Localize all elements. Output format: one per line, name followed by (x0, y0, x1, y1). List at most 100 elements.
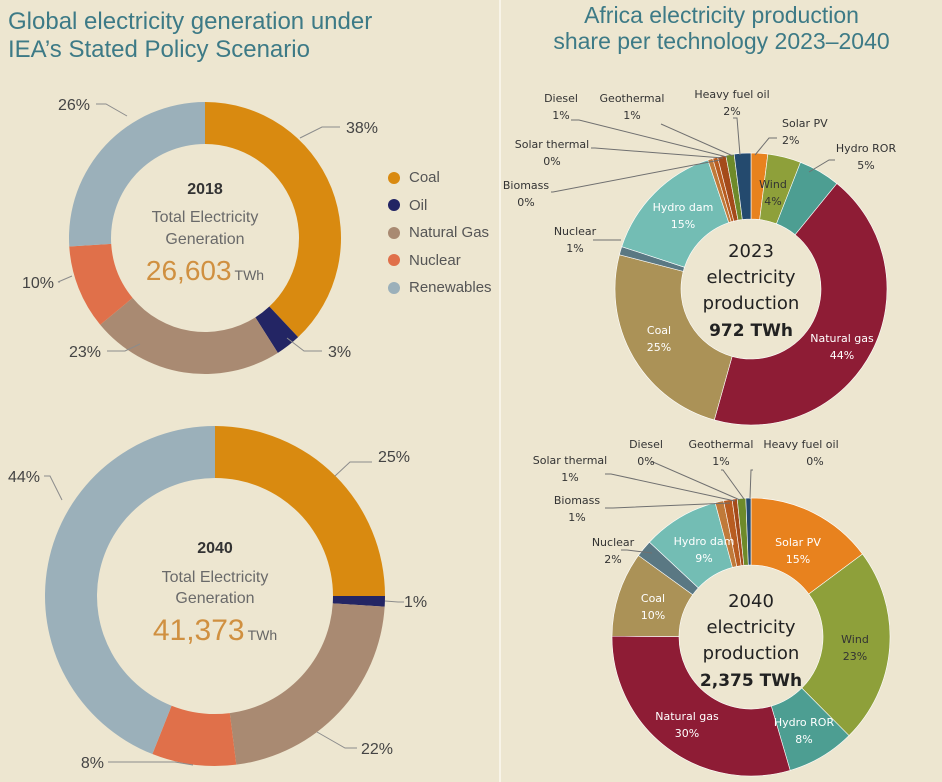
outside-name-hydro-ror: Hydro ROR (836, 142, 897, 155)
outside-value-biomass: 1% (568, 511, 585, 524)
center-line1: 2040 (728, 591, 774, 612)
leader-nuclear (57, 275, 73, 283)
value-label-nuclear: 10% (22, 275, 54, 292)
legend-item-natural-gas: Natural Gas (388, 219, 492, 247)
center-total: 2,375 TWh (700, 671, 802, 691)
slice-heavy-fuel-oil (745, 497, 752, 566)
africa-2040-donut: Solar PV 15% Wind 23% Hydro ROR 8% Natural gas… (533, 438, 891, 777)
value-label-oil: 3% (328, 344, 351, 361)
inside-value-hydro-ror: 8% (795, 733, 812, 746)
inside-name-hydro-dam: Hydro dam (653, 201, 714, 214)
legend-dot-nuclear (388, 254, 400, 267)
inside-value-coal: 10% (641, 609, 665, 622)
value-label-oil: 1% (404, 594, 427, 611)
slice-natural-gas (713, 183, 888, 426)
slice-natural-gas (100, 297, 278, 374)
slice-coal (215, 426, 385, 596)
inside-value-coal: 25% (647, 341, 671, 354)
outside-value-biomass: 0% (517, 196, 534, 209)
inside-name-wind: Wind (759, 178, 787, 191)
outside-value-solar-pv: 2% (782, 134, 799, 147)
leader-nuclear (621, 549, 653, 554)
leader-heavy-fuel-oil (749, 469, 753, 499)
outside-name-heavy-fuel-oil: Heavy fuel oil (763, 438, 838, 451)
inside-value-natural-gas: 30% (675, 727, 699, 740)
value-label-natural-gas: 22% (361, 741, 393, 758)
africa-title-line2: share per technology 2023–2040 (553, 28, 890, 55)
legend-label-oil: Oil (409, 196, 428, 214)
center-total-unit: TWh (248, 627, 278, 643)
global-legend: Coal Oil Natural Gas Nuclear Renewables (388, 164, 492, 302)
leader-oil (286, 337, 322, 352)
africa-title-line1: Africa electricity production (584, 2, 859, 28)
leader-geothermal (721, 469, 745, 500)
center-label-line2: Generation (175, 590, 254, 607)
outside-value-geothermal: 1% (712, 455, 729, 468)
legend-label-coal: Coal (409, 169, 440, 187)
center-total: 972 TWh (709, 321, 793, 341)
leader-geothermal (660, 123, 734, 157)
leader-solar-pv (754, 137, 777, 156)
slice-nuclear (69, 243, 133, 325)
value-label-natural-gas: 23% (69, 344, 101, 361)
outside-value-hydro-ror: 5% (857, 159, 874, 172)
center-total-unit: TWh (235, 267, 265, 283)
inside-value-hydro-dam: 9% (695, 552, 712, 565)
global-title: Global electricity generation under IEA’… (8, 8, 488, 63)
center-label-line2: Generation (165, 231, 244, 248)
inside-name-hydro-dam: Hydro dam (674, 535, 735, 548)
slice-natural-gas (611, 635, 791, 777)
leader-heavy-fuel-oil (733, 117, 741, 156)
legend-dot-coal (388, 171, 400, 184)
value-label-renewables: 26% (58, 97, 90, 114)
center-label-line1: Total Electricity (152, 209, 259, 226)
global-title-line2: IEA’s Stated Policy Scenario (8, 35, 310, 63)
outside-value-solar-thermal: 1% (561, 471, 578, 484)
outside-value-heavy-fuel-oil: 0% (806, 455, 823, 468)
inside-value-wind: 4% (764, 195, 781, 208)
panel-divider (499, 0, 501, 782)
outside-value-nuclear: 2% (604, 553, 621, 566)
outside-name-nuclear: Nuclear (592, 536, 635, 549)
slice-renewables (68, 102, 205, 247)
slice-coal (614, 254, 733, 421)
inside-value-solar-pv: 15% (786, 553, 810, 566)
leader-solar-thermal (605, 473, 736, 502)
outside-name-nuclear: Nuclear (554, 225, 597, 238)
inside-name-coal: Coal (641, 592, 665, 605)
slice-oil (255, 306, 299, 353)
leader-natural-gas (107, 343, 141, 352)
outside-name-geothermal: Geothermal (600, 92, 665, 105)
center-line2: electricity (706, 267, 795, 288)
outside-value-geothermal: 1% (623, 109, 640, 122)
outside-name-solar-thermal: Solar thermal (533, 454, 607, 467)
outside-name-solar-pv: Solar PV (782, 117, 828, 130)
africa-panel: Africa electricity production share per … (501, 0, 942, 782)
leader-coal (334, 461, 372, 477)
leader-biomass (551, 159, 721, 193)
leader-biomass (605, 502, 731, 509)
leader-diesel (571, 119, 728, 158)
leader-coal (299, 126, 340, 139)
legend-dot-natural-gas (388, 226, 400, 239)
center-line3: production (703, 643, 800, 664)
legend-item-coal: Coal (388, 164, 492, 192)
slice-wind (801, 553, 891, 737)
legend-label-nuclear: Nuclear (409, 251, 461, 269)
center-year: 2040 (197, 540, 233, 557)
leader-solar-thermal (591, 147, 724, 159)
outside-name-diesel: Diesel (544, 92, 578, 105)
global-charts: 38% 3% 23% 10% 26% 2018 Total Electricity Gener… (8, 97, 427, 772)
value-label-nuclear: 8% (81, 755, 104, 772)
value-label-coal: 25% (378, 449, 410, 466)
outside-name-solar-thermal: Solar thermal (515, 138, 589, 151)
inside-value-wind: 23% (843, 650, 867, 663)
leader-hydro-ror (808, 159, 835, 173)
slice-natural-gas (229, 603, 385, 765)
inside-name-natural-gas: Natural gas (810, 332, 874, 345)
slice-coal (205, 102, 342, 338)
leader-nuclear (108, 761, 194, 766)
legend-label-natural-gas: Natural Gas (409, 224, 490, 242)
inside-name-coal: Coal (647, 324, 671, 337)
center-total: 26,603 TWh (146, 255, 264, 286)
